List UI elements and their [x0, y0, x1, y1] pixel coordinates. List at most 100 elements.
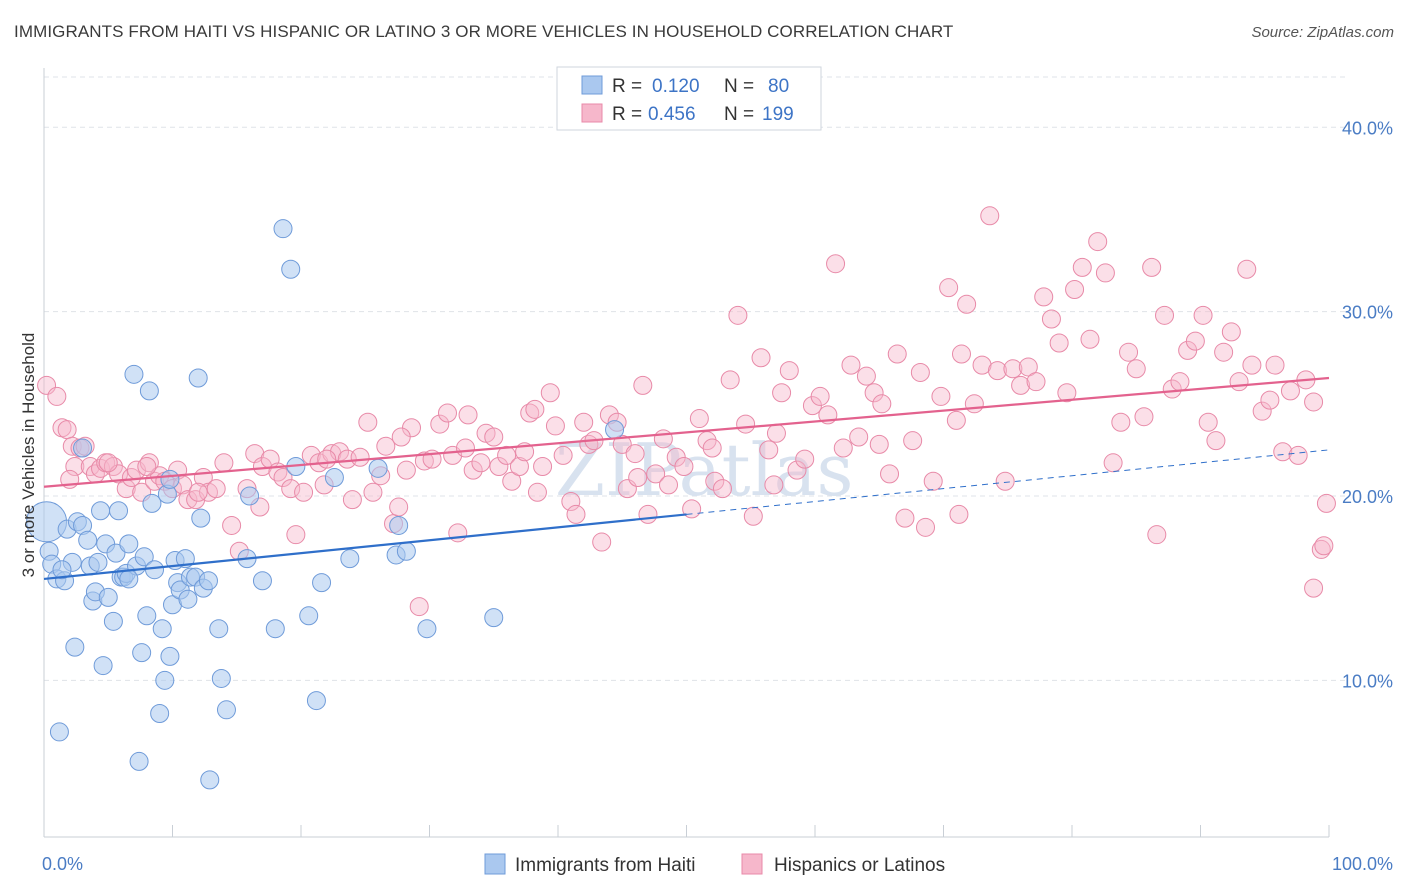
hispanics-point [674, 456, 694, 476]
hispanics-point [759, 440, 779, 460]
haiti-point [119, 534, 139, 554]
bottom-legend-swatch-pink [741, 853, 763, 875]
haiti-point [132, 643, 152, 663]
chart-title: IMMIGRANTS FROM HAITI VS HISPANIC OR LAT… [14, 22, 954, 41]
hispanics-point [527, 482, 547, 502]
haiti-point [155, 670, 175, 690]
haiti-point [198, 571, 218, 591]
haiti-point [417, 619, 437, 639]
hispanics-point [1155, 305, 1175, 325]
hispanics-point [65, 456, 85, 476]
hispanics-point [1065, 280, 1085, 300]
haiti-point [252, 571, 272, 591]
hispanics-point [1229, 372, 1249, 392]
hispanics-point [1162, 379, 1182, 399]
hispanics-point [872, 394, 892, 414]
hispanics-point [342, 490, 362, 510]
haiti-point [396, 541, 416, 561]
haiti-point [216, 700, 236, 720]
haiti-point [209, 619, 229, 639]
hispanics-point [525, 399, 545, 419]
y-tick-label: 40.0% [1342, 118, 1393, 138]
legend-r-label: R = [612, 76, 642, 97]
hispanics-point [206, 479, 226, 499]
hispanics-point [903, 431, 923, 451]
hispanics-point [1041, 309, 1061, 329]
hispanics-point [214, 453, 234, 473]
haiti-point [281, 259, 301, 279]
hispanics-point [137, 456, 157, 476]
hispanics-point [1280, 381, 1300, 401]
x-tick-label: 0.0% [42, 854, 83, 874]
haiti-point [142, 493, 162, 513]
haiti-point [324, 468, 344, 488]
hispanics-point [1214, 342, 1234, 362]
hispanics-point [409, 597, 429, 617]
haiti-point [119, 569, 139, 589]
hispanics-point [1072, 257, 1092, 277]
hispanics-point [509, 456, 529, 476]
hispanics-point [625, 444, 645, 464]
hispanics-point [682, 499, 702, 519]
hispanics-point [1237, 259, 1257, 279]
hispanics-point [1252, 401, 1272, 421]
hispanics-point [736, 414, 756, 434]
trend-lines [43, 376, 1330, 581]
hispanics-point [1095, 263, 1115, 283]
hispanics-point [869, 434, 889, 454]
hispanics-point [949, 504, 969, 524]
hispanics-point [856, 366, 876, 386]
hispanics-point [653, 429, 673, 449]
hispanics-point [810, 386, 830, 406]
y-tick-label: 20.0% [1342, 487, 1393, 507]
hispanics-point [1193, 305, 1213, 325]
hispanics-point [1314, 536, 1334, 556]
hispanics-point [396, 460, 416, 480]
haiti-point [103, 611, 123, 631]
hispanics-point [566, 504, 586, 524]
hispanics-point [458, 405, 478, 425]
bottom-legend-label-haiti: Immigrants from Haiti [515, 855, 696, 876]
haiti-point [605, 420, 625, 440]
hispanics-point [1111, 412, 1131, 432]
hispanics-point [957, 294, 977, 314]
hispanics-point [391, 427, 411, 447]
haiti-point [389, 515, 409, 535]
hispanics-point [916, 517, 936, 537]
hispanics-point [931, 386, 951, 406]
haiti-point [299, 606, 319, 626]
hispanics-point [612, 434, 632, 454]
haiti-point [65, 637, 85, 657]
hispanics-point [545, 416, 565, 436]
hispanics-point [1088, 232, 1108, 252]
hispanics-point [47, 386, 67, 406]
bottom-legend-swatch-blue [484, 853, 506, 875]
hispanics-point [497, 445, 517, 465]
bottom-legend-label-hispanics: Hispanics or Latinos [774, 855, 945, 876]
hispanics-point [1034, 287, 1054, 307]
haiti-point [160, 469, 180, 489]
haiti-points [26, 219, 625, 790]
hispanics-point [57, 420, 77, 440]
hispanics-point [964, 394, 984, 414]
hispanics-point [864, 383, 884, 403]
y-tick-label: 30.0% [1342, 303, 1393, 323]
legend-n-value: 199 [762, 104, 794, 125]
haiti-point [88, 552, 108, 572]
hispanics-point [489, 456, 509, 476]
hispanics-point [592, 532, 612, 552]
hispanics-point [533, 456, 553, 476]
hispanics-point [1265, 355, 1285, 375]
haiti-point [109, 501, 129, 521]
hispanics-point [766, 423, 786, 443]
hispanics-point [795, 449, 815, 469]
hispanics-point [455, 438, 475, 458]
haiti-point [240, 486, 260, 506]
chart-source: Source: ZipAtlas.com [1251, 24, 1394, 41]
hispanics-point [628, 468, 648, 488]
hispanics-point [561, 492, 581, 512]
hispanics-point [764, 475, 784, 495]
hispanics-point [1206, 431, 1226, 451]
hispanics-point [728, 305, 748, 325]
hispanics-point [646, 464, 666, 484]
